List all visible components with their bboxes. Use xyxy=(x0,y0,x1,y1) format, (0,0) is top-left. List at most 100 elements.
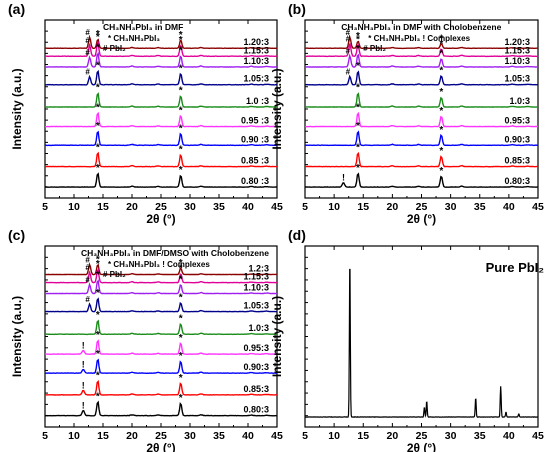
panel-a-trace-label: 1.05:3 xyxy=(243,74,269,84)
panel-b-star-marker: * xyxy=(439,66,443,77)
panel-b-trace-label: 0.80:3 xyxy=(504,176,530,186)
panel-a-trace xyxy=(44,34,278,50)
panel-c-complex-marker: ! xyxy=(82,359,85,369)
panel-b-trace xyxy=(304,130,539,147)
panel-c-hash-marker: # xyxy=(85,255,90,264)
panel-d-x-axis-label: 2θ (°) xyxy=(407,441,436,452)
panel-c-star-marker: * xyxy=(96,349,100,360)
panel-a-trace xyxy=(44,40,278,58)
panel-a-hash-marker: # xyxy=(85,28,90,37)
panel-a-star-marker: * xyxy=(179,35,183,46)
panel-a-x-tick-label: 35 xyxy=(213,201,225,213)
panel-b-legend-line: * CH₃NH₃PbI₃ ! Complexes xyxy=(368,34,470,43)
panel-c-x-tick-label: 5 xyxy=(42,430,48,442)
panel-b-x-tick-label: 40 xyxy=(503,201,515,213)
panel-a-x-tick-label: 40 xyxy=(242,201,254,213)
panel-c-trace-label: 0.90:3 xyxy=(243,362,269,372)
panel-c-star-marker: * xyxy=(96,330,100,341)
panel-c-x-tick-label: 45 xyxy=(271,430,283,442)
panel-d-x-tick-label: 25 xyxy=(416,430,428,442)
panel-b-star-marker: * xyxy=(356,61,360,72)
panel-b-x-tick-label: 25 xyxy=(416,201,428,213)
panel-a-x-tick-label: 45 xyxy=(271,201,283,213)
panel-c-letter: (c) xyxy=(8,227,25,243)
panel-b-star-marker: * xyxy=(439,87,443,98)
panel-d-title: Pure PbI₂ xyxy=(486,260,545,275)
panel-a-trace xyxy=(45,51,278,68)
panel-b-y-axis-label: Intensity (a.u.) xyxy=(270,68,284,149)
panel-a-star-marker: * xyxy=(96,32,100,43)
panel-d: 5 10 15 20 25 30 35 40 45 2θ (°) Intensity (a.u.) (… xyxy=(270,227,544,452)
panel-c-trace xyxy=(44,268,277,284)
panel-a-x-tick-label: 20 xyxy=(126,201,138,213)
panel-a-x-tick-label: 15 xyxy=(97,201,109,213)
panel-b-x-tick-label: 20 xyxy=(387,201,399,213)
panel-c-complex-marker: ! xyxy=(82,380,85,390)
panel-a-trace xyxy=(45,69,278,86)
panel-b-star-marker: * xyxy=(439,33,443,44)
panel-a-letter: (a) xyxy=(8,1,25,17)
panel-c-star-marker: * xyxy=(96,288,100,299)
panel-b-hash-marker: # xyxy=(346,47,351,56)
panel-b-trace-label: 0.90:3 xyxy=(504,134,530,144)
panel-a-star-marker: * xyxy=(96,121,100,132)
panel-a-trace-label: 1.10:3 xyxy=(243,56,269,66)
panel-a-star-marker: * xyxy=(179,145,183,156)
panel-d-x-tick-label: 40 xyxy=(503,430,515,442)
panel-a-trace-label: 1.15:3 xyxy=(243,45,269,55)
panel-c-x-tick-label: 40 xyxy=(242,430,254,442)
panel-c-star-marker: * xyxy=(179,373,183,384)
panel-a-x-tick-label: 10 xyxy=(68,201,80,213)
panel-a-trace-label: 0.80 :3 xyxy=(241,176,269,186)
panel-c-star-marker: * xyxy=(96,310,100,321)
panel-b-legend-line: # PbI₂ xyxy=(363,44,386,53)
panel-d-letter: (d) xyxy=(288,227,306,243)
panel-b-trace xyxy=(304,43,539,58)
panel-b-x-tick-label: 15 xyxy=(357,201,369,213)
panel-b-trace-label: 1.20:3 xyxy=(504,37,530,47)
panel-b-x-tick-label: 10 xyxy=(328,201,340,213)
panel-d-x-tick-label: 5 xyxy=(302,430,308,442)
panel-c-trace xyxy=(45,297,278,313)
panel-c-x-axis-label: 2θ (°) xyxy=(146,441,175,452)
panel-c-star-marker: * xyxy=(96,254,100,265)
panel-c-complex-marker: ! xyxy=(82,400,85,410)
panel-c-star-marker: * xyxy=(96,259,100,270)
panel-c-x-tick-label: 25 xyxy=(155,430,167,442)
panel-a-star-marker: * xyxy=(96,43,100,54)
panel-b-star-marker: * xyxy=(439,39,443,50)
panel-b-x-tick-label: 30 xyxy=(445,201,457,213)
panel-c-trace-label: 1.10:3 xyxy=(243,282,269,292)
panel-c-y-axis-label: Intensity (a.u.) xyxy=(10,296,24,377)
panel-a-trace xyxy=(45,151,278,168)
panel-c-trace xyxy=(44,339,278,356)
panel-b-star-marker: * xyxy=(439,49,443,60)
panel-c: 5 10 15 20 25 30 35 40 45 2θ (°) Intensity (a.u.) (… xyxy=(8,227,283,452)
panel-c-x-tick-label: 30 xyxy=(184,430,196,442)
panel-c-trace-label: 1.0:3 xyxy=(248,323,269,333)
panel-b-star-marker: * xyxy=(356,31,360,42)
panel-b-star-marker: * xyxy=(356,142,360,153)
panel-b-star-marker: * xyxy=(356,102,360,113)
panel-b-star-marker: * xyxy=(356,83,360,94)
panel-c-trace-label: 1.05:3 xyxy=(243,301,269,311)
panel-c-star-marker: * xyxy=(179,393,183,404)
panel-b-hash-marker: # xyxy=(346,67,351,76)
panel-a-star-marker: * xyxy=(179,30,183,41)
panel-d-x-tick-label: 35 xyxy=(474,430,486,442)
panel-b-star-marker: * xyxy=(439,125,443,136)
panel-a-trace-label: 1.0 :3 xyxy=(246,96,269,106)
panel-d-x-tick-label: 10 xyxy=(328,430,340,442)
panel-b-x-tick-label: 45 xyxy=(532,201,544,213)
panel-a-star-marker: * xyxy=(96,29,100,40)
panel-a-star-marker: * xyxy=(179,63,183,74)
panel-a-x-axis-label: 2θ (°) xyxy=(146,212,175,226)
panel-d-x-tick-label: 30 xyxy=(445,430,457,442)
panel-b-trace-label: 0.95:3 xyxy=(504,116,530,126)
panel-b-star-marker: * xyxy=(356,44,360,55)
panel-b-letter: (b) xyxy=(288,1,306,17)
panel-b-trace xyxy=(305,92,538,108)
panel-a-star-marker: * xyxy=(96,102,100,113)
panel-a-trace xyxy=(44,172,277,188)
panel-a-y-axis-label: Intensity (a.u.) xyxy=(10,68,24,149)
